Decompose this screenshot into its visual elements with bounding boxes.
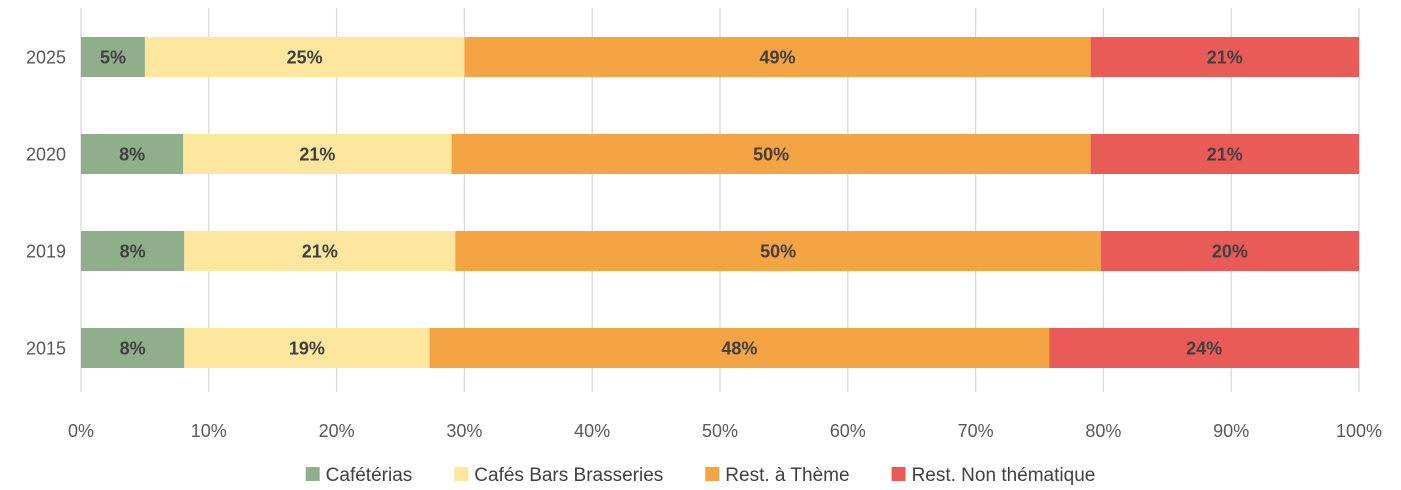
bar-segment xyxy=(1090,37,1359,77)
bar-segment xyxy=(81,328,185,368)
legend-swatch xyxy=(454,467,469,481)
x-tick-label: 90% xyxy=(1213,421,1249,441)
bar-segment xyxy=(144,37,465,77)
data-label: 5% xyxy=(100,48,126,68)
bar-segment xyxy=(1090,134,1359,174)
bar-segment xyxy=(451,134,1091,174)
y-axis: 2025 2020 2019 2015 xyxy=(26,48,66,359)
bar-segment xyxy=(81,37,145,77)
legend-item: Cafétérias xyxy=(305,465,413,486)
x-tick-label: 30% xyxy=(446,421,482,441)
legend-item: Rest. Non thématique xyxy=(891,465,1096,486)
legend-item: Rest. à Thème xyxy=(705,465,850,486)
y-tick-label: 2025 xyxy=(26,48,66,68)
legend-swatch xyxy=(305,467,320,481)
data-label: 8% xyxy=(120,339,146,359)
x-tick-label: 60% xyxy=(830,421,866,441)
data-label: 48% xyxy=(721,339,757,359)
data-label: 49% xyxy=(759,48,795,68)
data-label: 21% xyxy=(299,145,335,165)
x-tick-label: 100% xyxy=(1336,421,1382,441)
legend: Cafétérias Cafés Bars Brasseries Rest. à T… xyxy=(305,465,1096,486)
bar-segment xyxy=(464,37,1091,77)
data-label: 20% xyxy=(1212,242,1248,262)
bar-segment xyxy=(455,231,1101,271)
bars xyxy=(81,37,1359,368)
legend-swatch xyxy=(705,467,720,481)
bar-segment xyxy=(81,231,185,271)
bar-segment xyxy=(429,328,1050,368)
data-label: 8% xyxy=(119,145,145,165)
data-label: 50% xyxy=(753,145,789,165)
y-tick-label: 2015 xyxy=(26,339,66,359)
legend-label: Rest. Non thématique xyxy=(912,465,1096,486)
data-label: 19% xyxy=(289,339,325,359)
legend-label: Cafétérias xyxy=(326,465,413,486)
bar-segment xyxy=(183,134,452,174)
legend-label: Rest. à Thème xyxy=(725,465,849,486)
x-tick-label: 50% xyxy=(702,421,738,441)
x-tick-label: 20% xyxy=(319,421,355,441)
data-label: 24% xyxy=(1186,339,1222,359)
data-label: 8% xyxy=(120,242,146,262)
x-tick-label: 40% xyxy=(574,421,610,441)
x-tick-label: 80% xyxy=(1085,421,1121,441)
legend-item: Cafés Bars Brasseries xyxy=(454,465,663,486)
data-label: 50% xyxy=(760,242,796,262)
bar-segment xyxy=(184,231,456,271)
x-axis: 0% 10% 20% 30% 40% 50% 60% 70% 80% 90% 100% xyxy=(68,421,1382,441)
bar-segment xyxy=(1100,231,1359,271)
data-label: 21% xyxy=(1207,48,1243,68)
y-tick-label: 2020 xyxy=(26,145,66,165)
bar-segment xyxy=(81,134,184,174)
data-labels: 5% 25% 49% 21% 8% 21% 50% 21% 8% 21% 50% 20% 8% 19% 48… xyxy=(100,48,1248,359)
data-label: 21% xyxy=(1207,145,1243,165)
legend-label: Cafés Bars Brasseries xyxy=(474,465,663,486)
bar-segment xyxy=(184,328,430,368)
x-tick-label: 10% xyxy=(191,421,227,441)
bar-segment xyxy=(1049,328,1359,368)
x-tick-label: 70% xyxy=(958,421,994,441)
data-label: 25% xyxy=(287,48,323,68)
legend-swatch xyxy=(891,467,906,481)
y-tick-label: 2019 xyxy=(26,242,66,262)
x-tick-label: 0% xyxy=(68,421,94,441)
data-label: 21% xyxy=(302,242,338,262)
